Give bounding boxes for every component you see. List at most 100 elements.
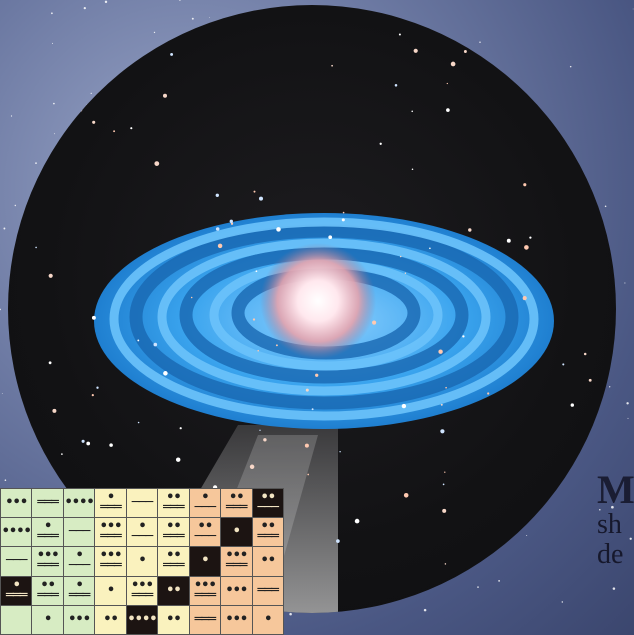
star [328, 235, 333, 240]
star [581, 579, 584, 582]
star [289, 612, 292, 616]
table-cell: ••• [0, 487, 33, 519]
star [175, 457, 181, 462]
star [137, 339, 140, 342]
star [379, 142, 382, 145]
star [609, 386, 611, 388]
table-cell: • ─── [188, 487, 222, 519]
star [523, 557, 527, 561]
star [90, 92, 92, 95]
star [462, 573, 467, 578]
star [249, 464, 255, 470]
star [399, 255, 402, 258]
star [91, 315, 96, 320]
table-cell: • [94, 575, 127, 606]
star [104, 0, 108, 4]
star [479, 41, 481, 44]
star [307, 473, 310, 476]
star [440, 403, 443, 406]
star [52, 408, 57, 413]
star [529, 236, 532, 239]
table-cell [0, 604, 33, 635]
galaxy-core [260, 243, 376, 359]
star [153, 31, 156, 34]
star [587, 65, 591, 69]
star [52, 42, 53, 44]
table-cell: • ═══ [94, 487, 127, 519]
star [10, 115, 13, 117]
star [341, 218, 345, 222]
star [463, 50, 467, 53]
maya-numeral-table: ••• ═══ •••• • ═══ ─── •• ═══ • ─── •• ═══ •• ──… [0, 487, 284, 635]
star [48, 273, 53, 278]
star [604, 205, 607, 208]
star [179, 0, 181, 1]
star [229, 219, 233, 223]
star [444, 28, 448, 33]
star [54, 133, 56, 135]
table-cell: ─── [125, 487, 159, 519]
table-cell: •• ─── [251, 487, 284, 519]
table-cell: • [188, 546, 222, 577]
star [440, 429, 445, 434]
star [258, 196, 264, 201]
star [429, 247, 431, 250]
star [230, 222, 234, 225]
star [394, 84, 398, 87]
star [190, 296, 193, 299]
table-cell: ═══ [251, 575, 284, 606]
star [354, 518, 360, 524]
table-cell: •• [157, 575, 190, 606]
star [487, 392, 490, 395]
star [423, 608, 427, 612]
table-cell: ═══ [188, 604, 222, 635]
table-cell: ••• [62, 604, 96, 635]
table-cell: ••• ═══ [94, 517, 127, 548]
table-cell: •• ─── [188, 517, 222, 548]
star [92, 120, 96, 124]
star [217, 243, 223, 249]
caption-heading: M [597, 467, 634, 512]
star [163, 371, 168, 376]
star [1, 392, 3, 394]
table-cell: •••• [62, 487, 96, 519]
table-cell: •• ═══ [31, 575, 64, 606]
star [315, 373, 319, 377]
star [526, 535, 528, 536]
star [58, 116, 64, 121]
table-cell: •• ═══ [251, 517, 284, 548]
star [311, 408, 314, 411]
table-row: •••• • ═══ ─── ••• ═══ • ─── •• ═══ •• ─── • •• … [0, 517, 284, 548]
star [403, 493, 409, 498]
star [35, 162, 37, 164]
star [53, 102, 55, 105]
star [632, 8, 634, 10]
star [629, 537, 632, 540]
table-row: ••• ═══ •••• • ═══ ─── •• ═══ • ─── •• ═══ •• ──… [0, 487, 284, 519]
star [438, 349, 443, 354]
star [253, 190, 256, 193]
star [276, 227, 281, 232]
star [411, 168, 414, 170]
table-cell: •• ═══ [157, 517, 190, 548]
star [588, 378, 592, 382]
table-cell: ─── [0, 546, 33, 577]
star [550, 104, 555, 109]
star [627, 417, 629, 419]
star [86, 441, 91, 446]
star [304, 443, 309, 448]
table-cell: ••• ═══ [31, 546, 64, 577]
star [398, 33, 401, 36]
table-cell: • ─── [125, 517, 159, 548]
star [462, 335, 465, 338]
table-cell: ••• ═══ [94, 546, 127, 577]
star [624, 282, 626, 284]
star [4, 479, 7, 482]
table-cell: • ═══ [62, 575, 96, 606]
star [109, 443, 113, 447]
star [611, 505, 614, 509]
star [450, 61, 456, 67]
table-row: ─── ••• ═══ • ─── ••• ═══ • •• ═══ • ••• ═══ •• [0, 546, 284, 577]
star [445, 386, 447, 389]
table-cell: •• ═══ [220, 487, 253, 519]
